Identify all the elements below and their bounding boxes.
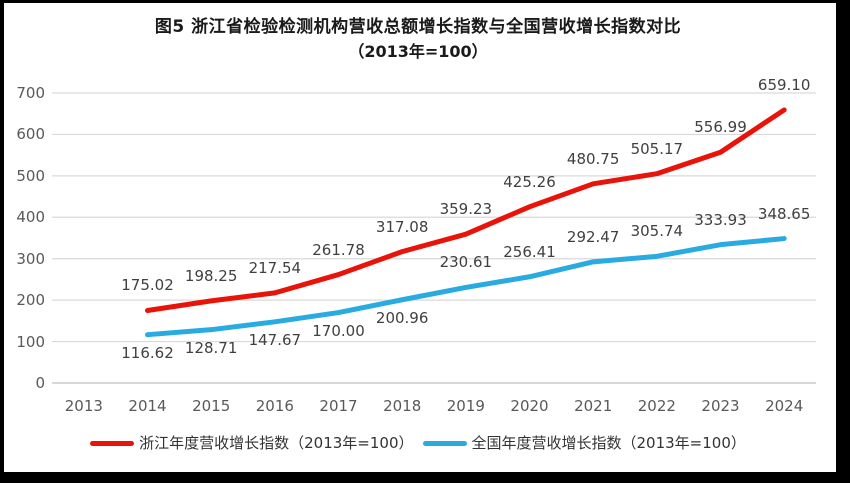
x-axis-tick-label: 2017: [319, 397, 358, 415]
series-line-zhejiang: [145, 107, 787, 313]
x-axis-tick-label: 2014: [128, 397, 167, 415]
chart-title: 图5 浙江省检验检测机构营收总额增长指数与全国营收增长指数对比 （2013年=1…: [0, 14, 836, 64]
data-label: 200.96: [375, 308, 429, 327]
data-label: 147.67: [248, 330, 302, 349]
data-label: 556.99: [694, 118, 747, 137]
data-label: 480.75: [566, 149, 620, 168]
data-label: 175.02: [121, 276, 174, 295]
data-label: 317.08: [375, 217, 429, 236]
chart-title-line2: （2013年=100）: [348, 42, 488, 61]
frame-border-right: [836, 0, 850, 483]
data-label: 333.93: [694, 210, 747, 229]
data-label: 292.47: [566, 227, 620, 246]
x-axis-tick-label: 2022: [637, 397, 676, 415]
data-label: 128.71: [184, 338, 238, 357]
x-axis-tick-label: 2016: [255, 397, 294, 415]
data-label: 261.78: [312, 240, 365, 259]
data-label: 116.62: [121, 343, 174, 362]
frame-border-top: [0, 0, 850, 3]
x-axis-tick-label: 2013: [64, 397, 103, 415]
x-axis-tick-label: 2021: [574, 397, 613, 415]
legend-item-zhejiang: 浙江年度营收增长指数（2013年=100）: [90, 433, 414, 453]
frame-border-bottom: [0, 472, 850, 483]
y-axis-tick-label: 300: [16, 249, 45, 268]
data-label: 256.41: [503, 242, 556, 261]
legend-swatch-zhejiang-line-icon: [90, 440, 135, 446]
data-label: 305.74: [630, 222, 684, 241]
y-axis-tick-label: 600: [16, 125, 45, 144]
legend-item-national: 全国年度营收增长指数（2013年=100）: [422, 433, 746, 453]
frame-border-left: [0, 0, 4, 483]
data-label: 659.10: [757, 75, 811, 94]
x-axis-tick-label: 2023: [701, 397, 740, 415]
legend-swatch-national-line-icon: [422, 440, 467, 446]
y-axis-tick-label: 200: [16, 291, 45, 310]
x-axis-tick-label: 2019: [446, 397, 485, 415]
legend-label-national: 全国年度营收增长指数（2013年=100）: [471, 434, 746, 452]
data-label: 359.23: [439, 200, 493, 219]
data-label: 198.25: [184, 266, 238, 285]
data-label: 425.26: [503, 172, 556, 191]
y-axis-tick-label: 400: [16, 208, 45, 227]
x-axis-tick-label: 2020: [510, 397, 549, 415]
y-axis-tick-label: 0: [35, 374, 45, 392]
legend: 浙江年度营收增长指数（2013年=100） 全国年度营收增长指数（2013年=1…: [0, 433, 836, 453]
x-axis-tick-label: 2018: [383, 397, 422, 415]
chart-title-line1: 图5 浙江省检验检测机构营收总额增长指数与全国营收增长指数对比: [154, 17, 682, 37]
data-label: 170.00: [312, 321, 365, 340]
data-label: 348.65: [757, 204, 811, 223]
x-axis-tick-label: 2024: [765, 397, 804, 415]
data-label: 505.17: [630, 139, 684, 158]
series-line-national: [145, 236, 787, 338]
y-axis-tick-label: 700: [16, 84, 45, 102]
y-axis-tick-label: 500: [16, 166, 45, 185]
y-axis-tick-label: 100: [16, 332, 45, 351]
data-label: 230.61: [439, 253, 493, 272]
x-axis-tick-label: 2015: [192, 397, 231, 415]
legend-label-zhejiang: 浙江年度营收增长指数（2013年=100）: [139, 434, 414, 452]
data-label: 217.54: [248, 258, 302, 277]
